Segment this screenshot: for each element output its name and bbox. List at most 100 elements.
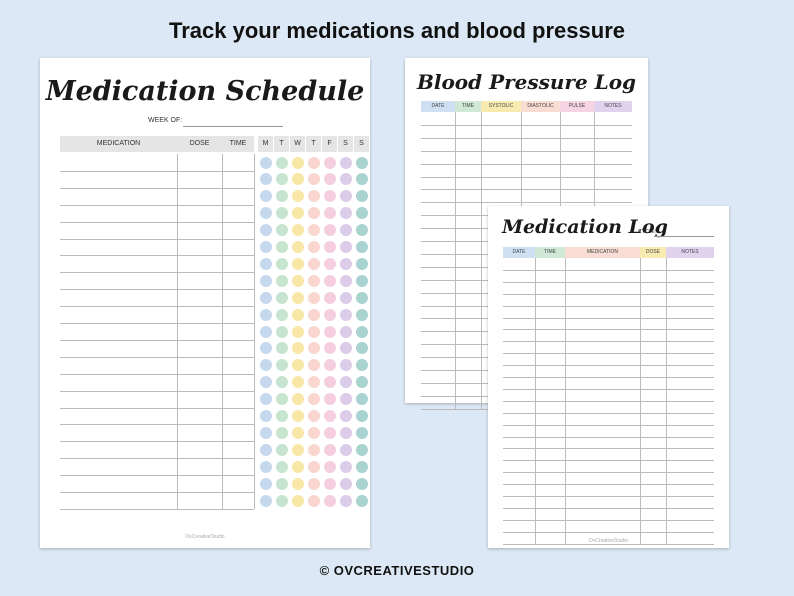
day-check-circle[interactable] — [355, 257, 368, 270]
day-check-circle[interactable] — [355, 426, 368, 439]
day-check-circle[interactable] — [323, 224, 336, 237]
day-check-circle[interactable] — [339, 494, 352, 507]
day-check-circle[interactable] — [339, 291, 352, 304]
day-check-circle[interactable] — [275, 274, 288, 287]
day-check-circle[interactable] — [355, 291, 368, 304]
day-check-circle[interactable] — [307, 291, 320, 304]
day-check-circle[interactable] — [275, 224, 288, 237]
day-check-circle[interactable] — [275, 207, 288, 220]
day-check-circle[interactable] — [339, 173, 352, 186]
day-check-circle[interactable] — [339, 410, 352, 422]
day-check-circle[interactable] — [259, 207, 272, 220]
day-check-circle[interactable] — [339, 308, 352, 321]
day-check-circle[interactable] — [355, 494, 368, 507]
day-check-circle[interactable] — [291, 426, 304, 439]
day-check-circle[interactable] — [259, 359, 272, 372]
day-check-circle[interactable] — [259, 410, 272, 422]
day-check-circle[interactable] — [307, 477, 320, 490]
day-check-circle[interactable] — [291, 207, 304, 220]
day-check-circle[interactable] — [307, 376, 320, 389]
day-check-circle[interactable] — [307, 410, 320, 422]
day-check-circle[interactable] — [259, 477, 272, 490]
day-check-circle[interactable] — [323, 410, 336, 422]
day-check-circle[interactable] — [291, 342, 304, 355]
day-check-circle[interactable] — [339, 257, 352, 270]
day-check-circle[interactable] — [275, 308, 288, 321]
day-check-circle[interactable] — [323, 426, 336, 439]
day-check-circle[interactable] — [355, 308, 368, 321]
day-check-circle[interactable] — [275, 494, 288, 507]
day-check-circle[interactable] — [259, 173, 272, 186]
day-check-circle[interactable] — [291, 291, 304, 304]
day-check-circle[interactable] — [355, 274, 368, 287]
day-check-circle[interactable] — [355, 241, 368, 253]
cycle-field[interactable] — [654, 236, 714, 237]
day-check-circle[interactable] — [259, 257, 272, 270]
day-check-circle[interactable] — [291, 477, 304, 490]
day-check-circle[interactable] — [355, 325, 368, 338]
day-check-circle[interactable] — [307, 393, 320, 406]
day-check-circle[interactable] — [291, 393, 304, 406]
day-check-circle[interactable] — [307, 257, 320, 270]
day-check-circle[interactable] — [307, 342, 320, 355]
day-check-circle[interactable] — [291, 460, 304, 473]
day-check-circle[interactable] — [291, 308, 304, 321]
day-check-circle[interactable] — [291, 190, 304, 203]
day-check-circle[interactable] — [323, 291, 336, 304]
day-check-circle[interactable] — [323, 173, 336, 186]
day-check-circle[interactable] — [339, 342, 352, 355]
day-check-circle[interactable] — [291, 173, 304, 186]
day-check-circle[interactable] — [339, 156, 352, 169]
day-check-circle[interactable] — [291, 443, 304, 456]
day-check-circle[interactable] — [259, 393, 272, 406]
day-check-circle[interactable] — [259, 443, 272, 456]
day-check-circle[interactable] — [291, 257, 304, 270]
day-check-circle[interactable] — [307, 426, 320, 439]
day-check-circle[interactable] — [307, 443, 320, 456]
day-check-circle[interactable] — [259, 325, 272, 338]
day-check-circle[interactable] — [355, 224, 368, 237]
day-check-circle[interactable] — [307, 325, 320, 338]
day-check-circle[interactable] — [275, 443, 288, 456]
day-check-circle[interactable] — [275, 190, 288, 203]
day-check-circle[interactable] — [323, 241, 336, 253]
day-check-circle[interactable] — [275, 325, 288, 338]
day-check-circle[interactable] — [323, 359, 336, 372]
day-check-circle[interactable] — [307, 224, 320, 237]
day-check-circle[interactable] — [275, 393, 288, 406]
day-check-circle[interactable] — [259, 190, 272, 203]
day-check-circle[interactable] — [355, 393, 368, 406]
day-check-circle[interactable] — [323, 494, 336, 507]
day-check-circle[interactable] — [323, 308, 336, 321]
day-check-circle[interactable] — [355, 477, 368, 490]
day-check-circle[interactable] — [307, 308, 320, 321]
day-check-circle[interactable] — [307, 207, 320, 220]
day-check-circle[interactable] — [275, 376, 288, 389]
day-check-circle[interactable] — [355, 207, 368, 220]
day-check-circle[interactable] — [275, 460, 288, 473]
day-check-circle[interactable] — [275, 257, 288, 270]
day-check-circle[interactable] — [291, 224, 304, 237]
day-check-circle[interactable] — [291, 241, 304, 253]
day-check-circle[interactable] — [291, 325, 304, 338]
day-check-circle[interactable] — [355, 460, 368, 473]
day-check-circle[interactable] — [323, 325, 336, 338]
day-check-circle[interactable] — [339, 241, 352, 253]
day-check-circle[interactable] — [259, 494, 272, 507]
day-check-circle[interactable] — [355, 359, 368, 372]
day-check-circle[interactable] — [275, 156, 288, 169]
day-check-circle[interactable] — [259, 426, 272, 439]
day-check-circle[interactable] — [291, 156, 304, 169]
day-check-circle[interactable] — [339, 325, 352, 338]
day-check-circle[interactable] — [339, 274, 352, 287]
day-check-circle[interactable] — [355, 342, 368, 355]
day-check-circle[interactable] — [323, 342, 336, 355]
day-check-circle[interactable] — [323, 190, 336, 203]
day-check-circle[interactable] — [339, 224, 352, 237]
day-check-circle[interactable] — [259, 291, 272, 304]
day-check-circle[interactable] — [323, 376, 336, 389]
day-check-circle[interactable] — [339, 376, 352, 389]
day-check-circle[interactable] — [323, 274, 336, 287]
day-check-circle[interactable] — [339, 207, 352, 220]
day-check-circle[interactable] — [339, 460, 352, 473]
